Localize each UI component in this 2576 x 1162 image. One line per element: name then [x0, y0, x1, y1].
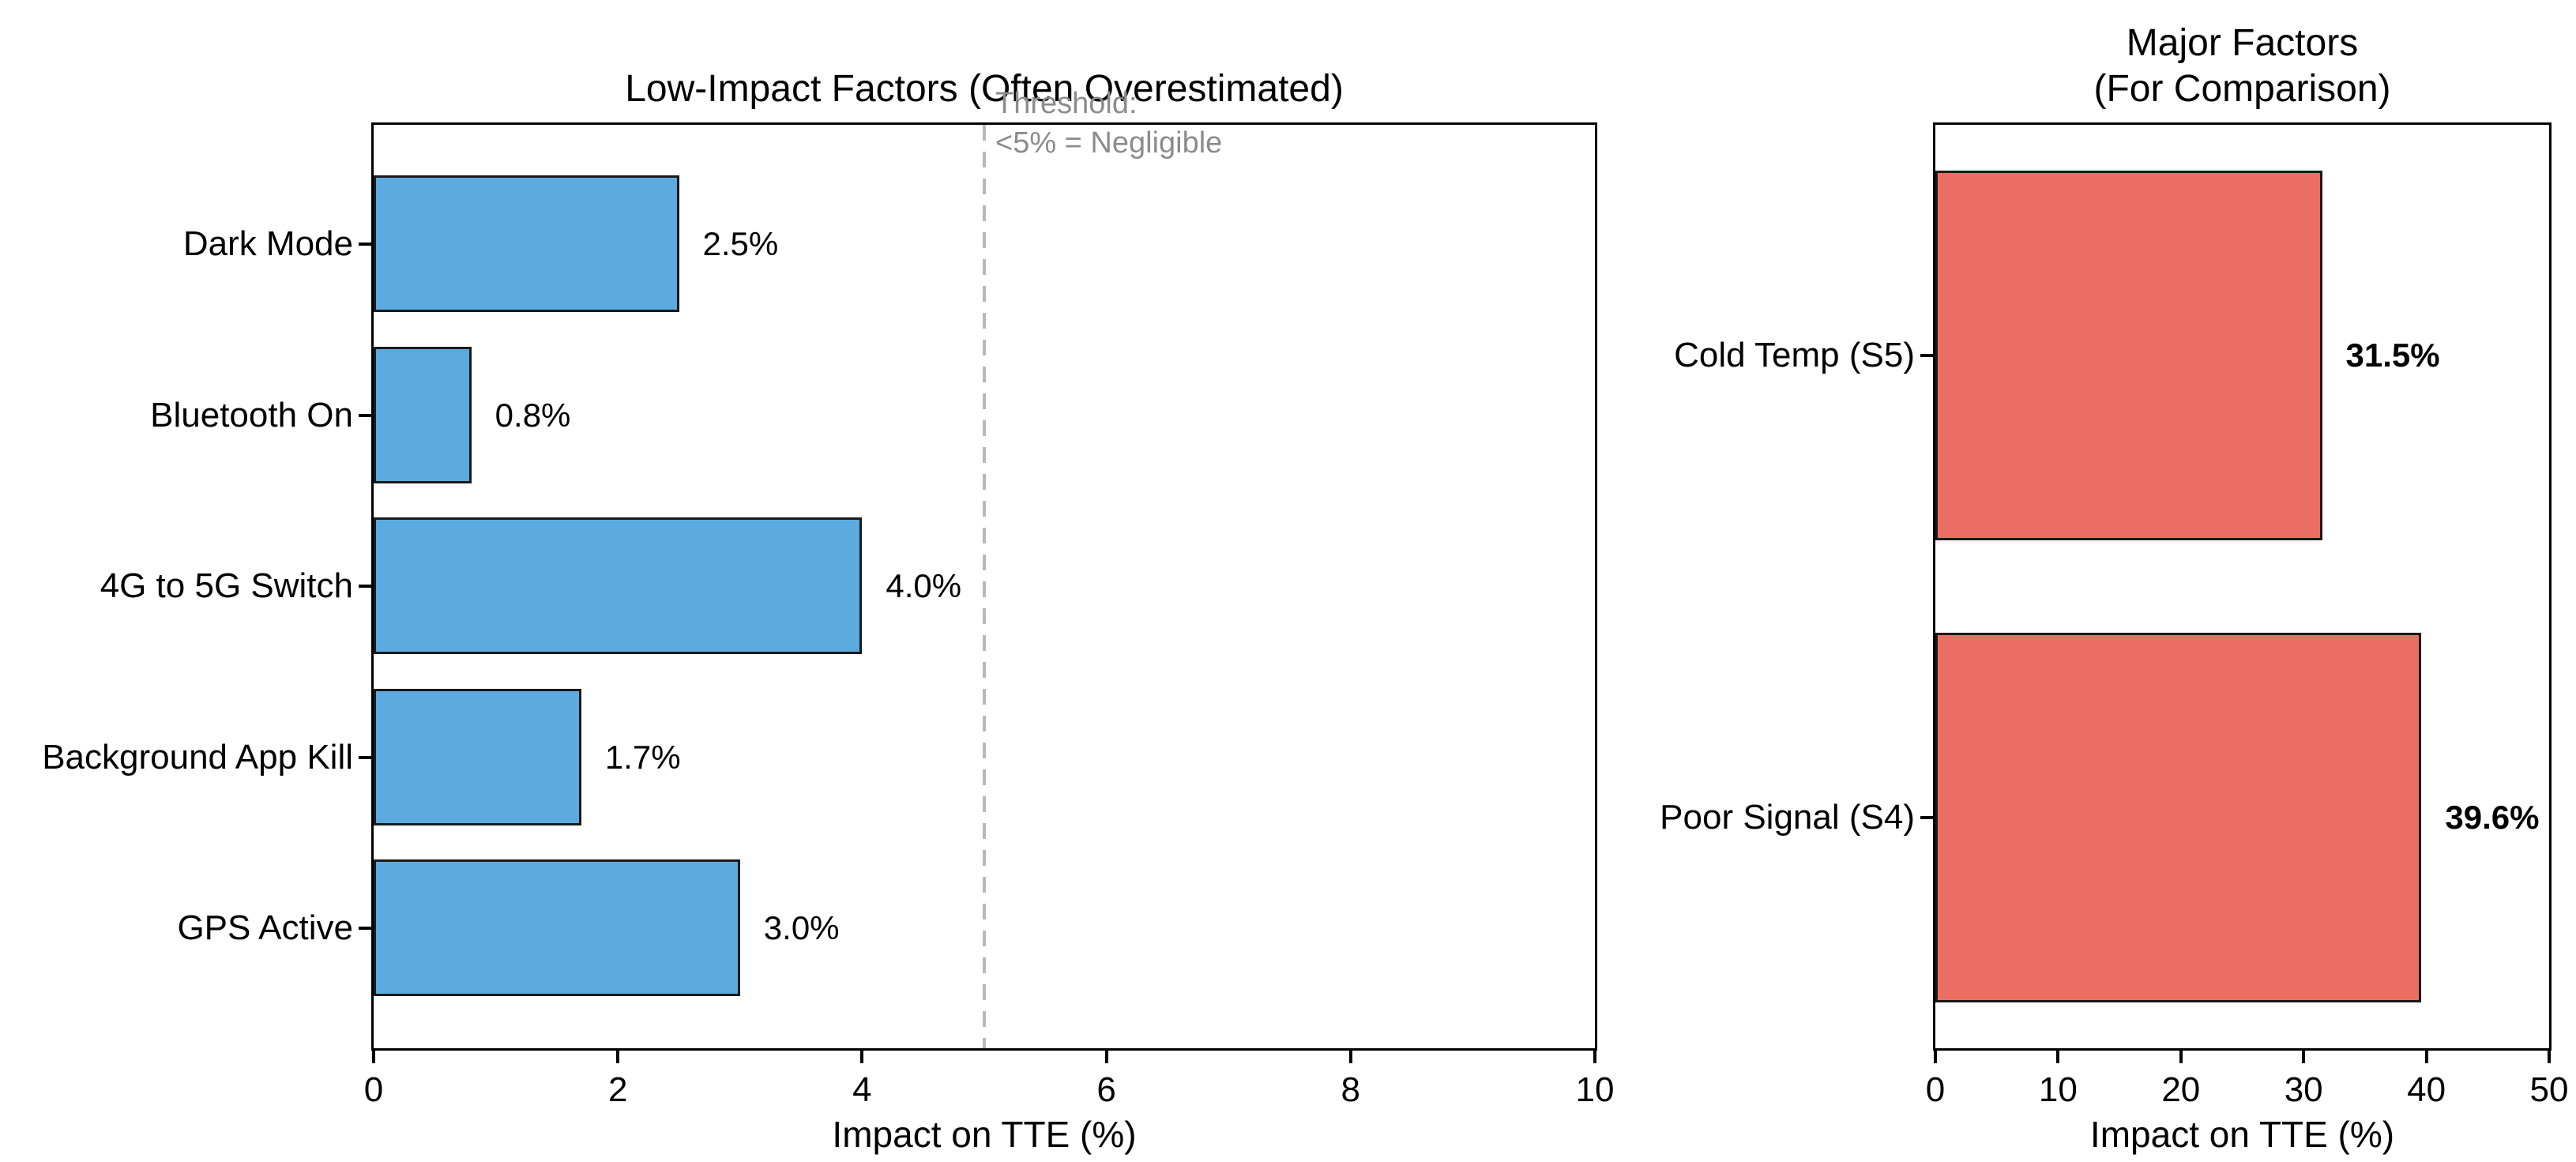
bar-4g-5g-switch	[374, 517, 863, 654]
x-tick	[2424, 1051, 2428, 1063]
value-label: 4.0%	[886, 567, 962, 604]
x-tick	[2548, 1051, 2551, 1063]
x-tick-label: 10	[1575, 1070, 1615, 1109]
threshold-line	[983, 125, 986, 1048]
x-tick	[1348, 1051, 1352, 1063]
x-tick-label: 10	[2038, 1070, 2078, 1109]
x-tick	[2179, 1051, 2183, 1063]
x-tick	[1593, 1051, 1596, 1063]
y-tick	[1920, 354, 1933, 357]
value-label: 3.0%	[763, 909, 840, 946]
x-axis-label: Impact on TTE (%)	[2089, 1114, 2395, 1155]
category-label-gps-active: GPS Active	[177, 908, 353, 947]
value-label: 0.8%	[495, 397, 571, 434]
y-tick	[359, 756, 371, 759]
x-tick-label: 6	[1096, 1070, 1116, 1109]
y-tick	[359, 927, 371, 930]
value-label: 1.7%	[604, 739, 681, 776]
bar-dark-mode	[374, 175, 679, 312]
value-label: 31.5%	[2345, 337, 2440, 374]
low-impact-chart-title: Low-Impact Factors (Often Overestimated)	[625, 68, 1344, 110]
value-label: 2.5%	[702, 225, 779, 262]
bar-cold-temp	[1935, 171, 2322, 540]
major-factors-chart-title: Major Factors (For Comparison)	[2093, 22, 2391, 110]
x-tick-label: 0	[363, 1070, 384, 1109]
category-label-cold-temp: Cold Temp (S5)	[1674, 336, 1915, 374]
y-tick	[1920, 816, 1933, 819]
x-tick	[372, 1051, 375, 1063]
x-tick	[2056, 1051, 2060, 1063]
x-tick	[616, 1051, 620, 1063]
bar-background-app-kill	[374, 689, 581, 825]
y-tick	[359, 243, 371, 246]
category-label-dark-mode: Dark Mode	[182, 224, 353, 263]
category-label-poor-signal: Poor Signal (S4)	[1660, 798, 1915, 837]
x-tick-label: 40	[2407, 1070, 2446, 1109]
category-label-background-app-kill: Background App Kill	[42, 738, 353, 777]
x-tick	[860, 1051, 864, 1063]
x-tick-label: 30	[2284, 1070, 2323, 1109]
x-tick-label: 50	[2529, 1070, 2569, 1109]
x-tick-label: 8	[1341, 1070, 1361, 1109]
low-impact-chart-axes: Low-Impact Factors (Often Overestimated)…	[42, 68, 1614, 1155]
x-axis-label: Impact on TTE (%)	[832, 1114, 1137, 1155]
major-factors-chart-axes: Major Factors (For Comparison) 31.5% 39.…	[1660, 22, 2568, 1155]
bar-bluetooth-on	[374, 347, 472, 483]
category-label-4g-5g-switch: 4G to 5G Switch	[100, 566, 353, 605]
y-tick	[359, 414, 371, 417]
x-tick	[1934, 1051, 1937, 1063]
bar-poor-signal	[1935, 633, 2422, 1002]
y-tick	[359, 585, 371, 588]
x-tick-label: 4	[852, 1070, 872, 1109]
x-tick-label: 0	[1925, 1070, 1946, 1109]
category-label-bluetooth-on: Bluetooth On	[150, 396, 353, 434]
value-label: 39.6%	[2445, 799, 2540, 836]
x-tick	[1104, 1051, 1108, 1063]
x-tick-label: 2	[607, 1070, 628, 1109]
threshold-annotation: Threshold: <5% = Negligible	[995, 87, 1223, 160]
bar-gps-active	[374, 859, 740, 996]
x-tick-label: 20	[2161, 1070, 2201, 1109]
x-tick	[2302, 1051, 2306, 1063]
